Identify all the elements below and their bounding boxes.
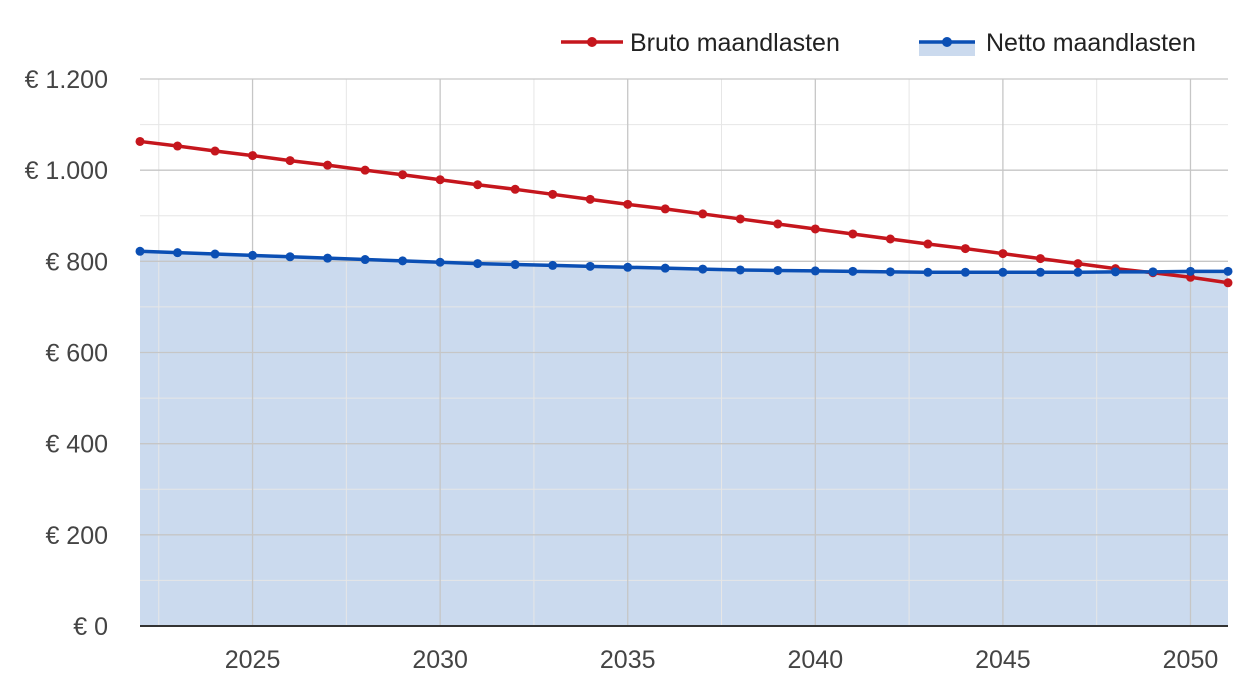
data-point-series-0 xyxy=(810,224,820,234)
data-point-series-0 xyxy=(698,209,708,219)
data-point-series-0 xyxy=(210,146,220,156)
y-tick-label: € 800 xyxy=(45,248,108,276)
data-point-series-0 xyxy=(623,199,633,209)
legend-swatch-marker xyxy=(942,37,952,47)
gridlines xyxy=(140,78,1228,626)
legend-swatch-marker xyxy=(587,37,597,47)
axes: € 0 € 200 € 400 € 600 € 800 € 1.000 € 1.200 202… xyxy=(25,66,1228,674)
data-point-series-1 xyxy=(173,248,183,258)
data-point-series-1 xyxy=(1073,267,1083,277)
data-point-series-0 xyxy=(285,156,295,166)
data-point-series-1 xyxy=(660,263,670,273)
series-points xyxy=(135,136,1233,288)
data-point-series-1 xyxy=(323,253,333,263)
data-point-series-0 xyxy=(510,184,520,194)
data-point-series-1 xyxy=(698,264,708,274)
data-point-series-1 xyxy=(285,252,295,262)
y-tick-label: € 1.200 xyxy=(25,66,108,94)
series-line-1 xyxy=(139,249,1228,275)
data-point-series-1 xyxy=(585,261,595,271)
data-point-series-1 xyxy=(810,266,820,276)
legend-swatch-area xyxy=(919,42,975,56)
x-tick-label: 2040 xyxy=(787,646,843,674)
legend[interactable]: Bruto maandlasten Netto maandlasten xyxy=(561,29,1196,57)
data-point-series-1 xyxy=(510,260,520,270)
data-point-series-1 xyxy=(848,266,858,276)
y-tick-label: € 0 xyxy=(73,613,108,641)
x-tick-label: 2030 xyxy=(412,646,468,674)
data-point-series-0 xyxy=(360,165,370,175)
data-point-series-0 xyxy=(473,180,483,190)
data-point-series-1 xyxy=(1185,266,1195,276)
data-point-series-0 xyxy=(998,249,1008,259)
data-point-series-0 xyxy=(248,151,258,161)
data-point-series-1 xyxy=(548,260,558,270)
data-point-series-1 xyxy=(398,256,408,266)
data-point-series-1 xyxy=(623,262,633,272)
legend-label: Netto maandlasten xyxy=(986,29,1196,57)
x-tick-label: 2045 xyxy=(975,646,1031,674)
data-point-series-0 xyxy=(585,194,595,204)
data-point-series-0 xyxy=(735,214,745,224)
x-tick-label: 2025 xyxy=(225,646,281,674)
data-point-series-1 xyxy=(360,255,370,265)
data-point-series-1 xyxy=(960,267,970,277)
data-point-series-0 xyxy=(960,244,970,254)
data-point-series-1 xyxy=(1223,266,1233,276)
data-point-series-1 xyxy=(1110,267,1120,277)
data-point-series-0 xyxy=(923,239,933,249)
series-line-0 xyxy=(139,139,1229,285)
data-point-series-0 xyxy=(660,204,670,214)
y-tick-label: € 200 xyxy=(45,522,108,550)
y-tick-label: € 400 xyxy=(45,431,108,459)
data-point-series-1 xyxy=(1148,267,1158,277)
data-point-series-0 xyxy=(848,229,858,239)
data-point-series-1 xyxy=(735,265,745,275)
data-point-series-1 xyxy=(473,259,483,269)
x-tick-label: 2050 xyxy=(1163,646,1219,674)
legend-label: Bruto maandlasten xyxy=(630,29,840,57)
data-point-series-1 xyxy=(923,267,933,277)
y-tick-label: € 1.000 xyxy=(25,157,108,185)
data-point-series-1 xyxy=(998,267,1008,277)
legend-item-1[interactable]: Netto maandlasten xyxy=(919,29,1196,57)
data-point-series-0 xyxy=(398,170,408,180)
series-areas xyxy=(140,251,1228,626)
data-point-series-1 xyxy=(1035,267,1045,277)
series-lines xyxy=(139,139,1229,285)
data-point-series-0 xyxy=(1223,278,1233,288)
data-point-series-1 xyxy=(773,265,783,275)
data-point-series-1 xyxy=(435,257,445,267)
data-point-series-1 xyxy=(210,249,220,259)
x-tick-label: 2035 xyxy=(600,646,656,674)
data-point-series-0 xyxy=(173,141,183,151)
data-point-series-1 xyxy=(885,267,895,277)
legend-item-0[interactable]: Bruto maandlasten xyxy=(561,29,840,57)
data-point-series-0 xyxy=(773,219,783,229)
data-point-series-1 xyxy=(135,246,145,256)
data-point-series-0 xyxy=(885,234,895,244)
data-point-series-0 xyxy=(1073,259,1083,269)
data-point-series-0 xyxy=(548,189,558,199)
data-point-series-0 xyxy=(1035,254,1045,264)
data-point-series-0 xyxy=(435,175,445,185)
data-point-series-0 xyxy=(323,160,333,170)
series-area-1 xyxy=(140,251,1228,626)
y-tick-label: € 600 xyxy=(45,340,108,368)
data-point-series-1 xyxy=(248,250,258,260)
data-point-series-0 xyxy=(135,136,145,146)
